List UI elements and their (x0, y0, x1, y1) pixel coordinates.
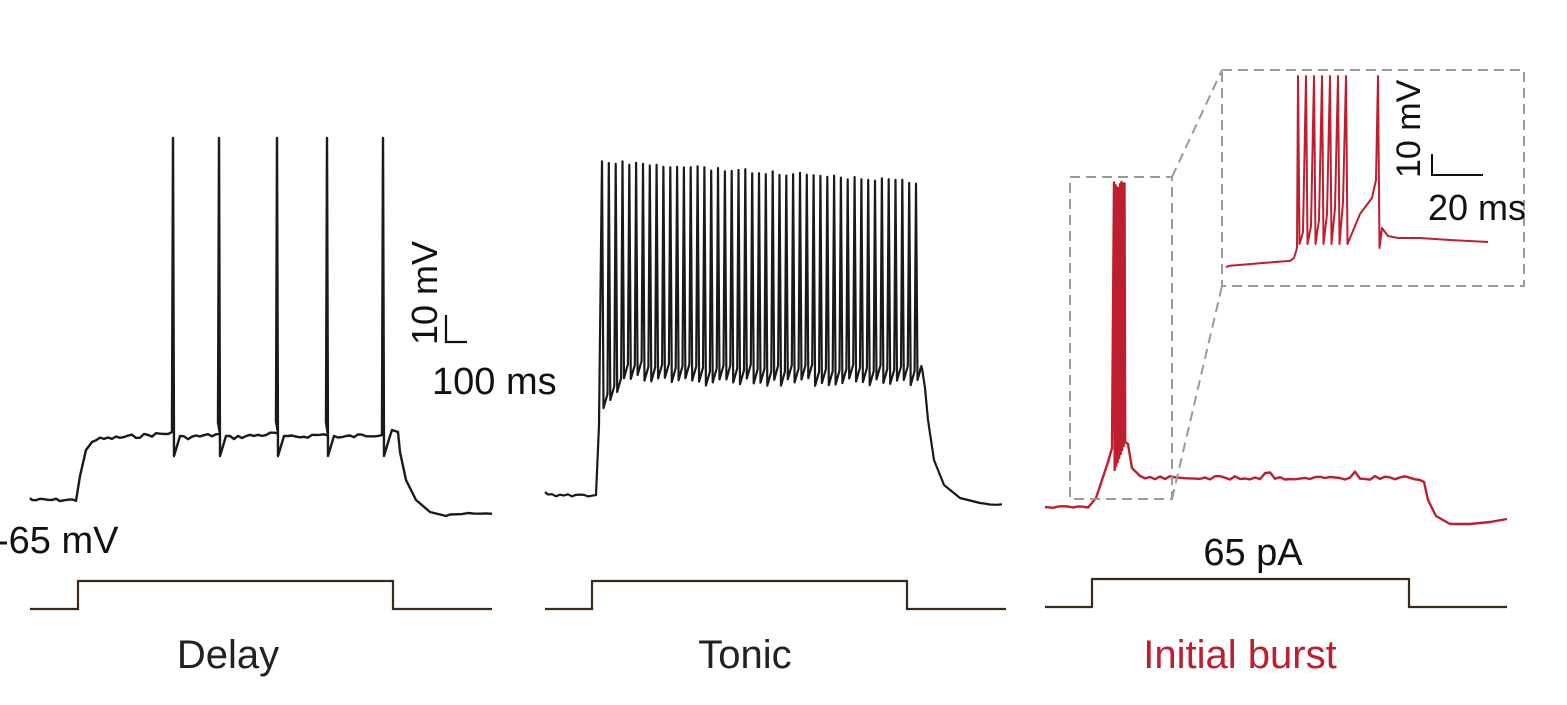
scale-bar-main (444, 315, 467, 344)
scale-bar-inset (1431, 154, 1483, 176)
stimulus-step-tonic (545, 579, 1006, 611)
zoom-connector-top (1171, 69, 1223, 178)
panel-initial-burst: 10 mV 20 ms 65 pA Initial burst (1044, 69, 1526, 677)
inset-box (1221, 69, 1525, 287)
panel-label-initial-burst: Initial burst (1143, 633, 1336, 677)
scale-bar-main-time-label: 100 ms (432, 361, 557, 403)
scale-bar-inset-voltage-label: 10 mV (1390, 79, 1428, 178)
resting-potential-label: -65 mV (0, 520, 119, 562)
panel-tonic: Tonic (544, 160, 1006, 677)
trace-tonic (544, 160, 1003, 506)
panel-label-tonic: Tonic (698, 633, 791, 677)
zoom-connector-bottom (1171, 285, 1223, 500)
trace-delay (29, 136, 493, 518)
scale-bar-main-voltage-label: 10 mV (404, 241, 445, 345)
panel-delay: -65 mV 10 mV 100 ms Delay (0, 136, 557, 677)
scale-bar-inset-time-label: 20 ms (1428, 187, 1526, 228)
zoom-region-box (1069, 176, 1173, 500)
stimulus-amplitude-label: 65 pA (1203, 532, 1303, 574)
trace-inset-burst (1225, 75, 1489, 268)
panel-label-delay: Delay (177, 633, 279, 677)
trace-initial-burst (1044, 180, 1508, 526)
stimulus-step-initial-burst (1045, 577, 1507, 609)
stimulus-step-delay (30, 579, 492, 611)
